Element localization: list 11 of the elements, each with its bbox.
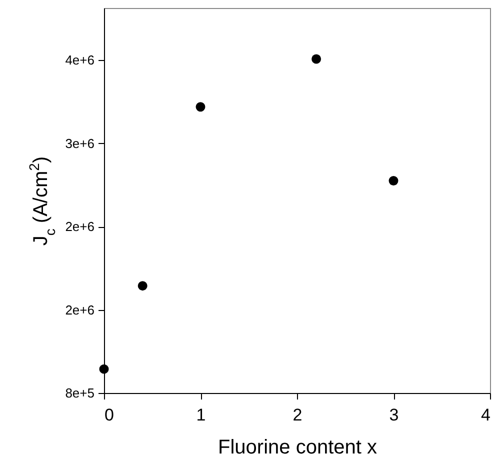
x-tick-label: 4 — [481, 406, 490, 424]
y-tick-label: 4e+6 — [65, 52, 94, 68]
x-axis-title: Fluorine content x — [218, 436, 377, 458]
y-tick-label: 3e+6 — [65, 136, 94, 151]
y-tick-label: 8e+5 — [65, 386, 94, 400]
x-tick-label: 1 — [196, 406, 206, 424]
x-tick-label: 3 — [389, 406, 399, 424]
x-tick-label: 0 — [104, 406, 114, 424]
x-tick-label: 2 — [292, 406, 302, 424]
y-tick-label: 2e+6 — [65, 219, 94, 234]
y-tick-label: 2e+6 — [65, 302, 94, 318]
